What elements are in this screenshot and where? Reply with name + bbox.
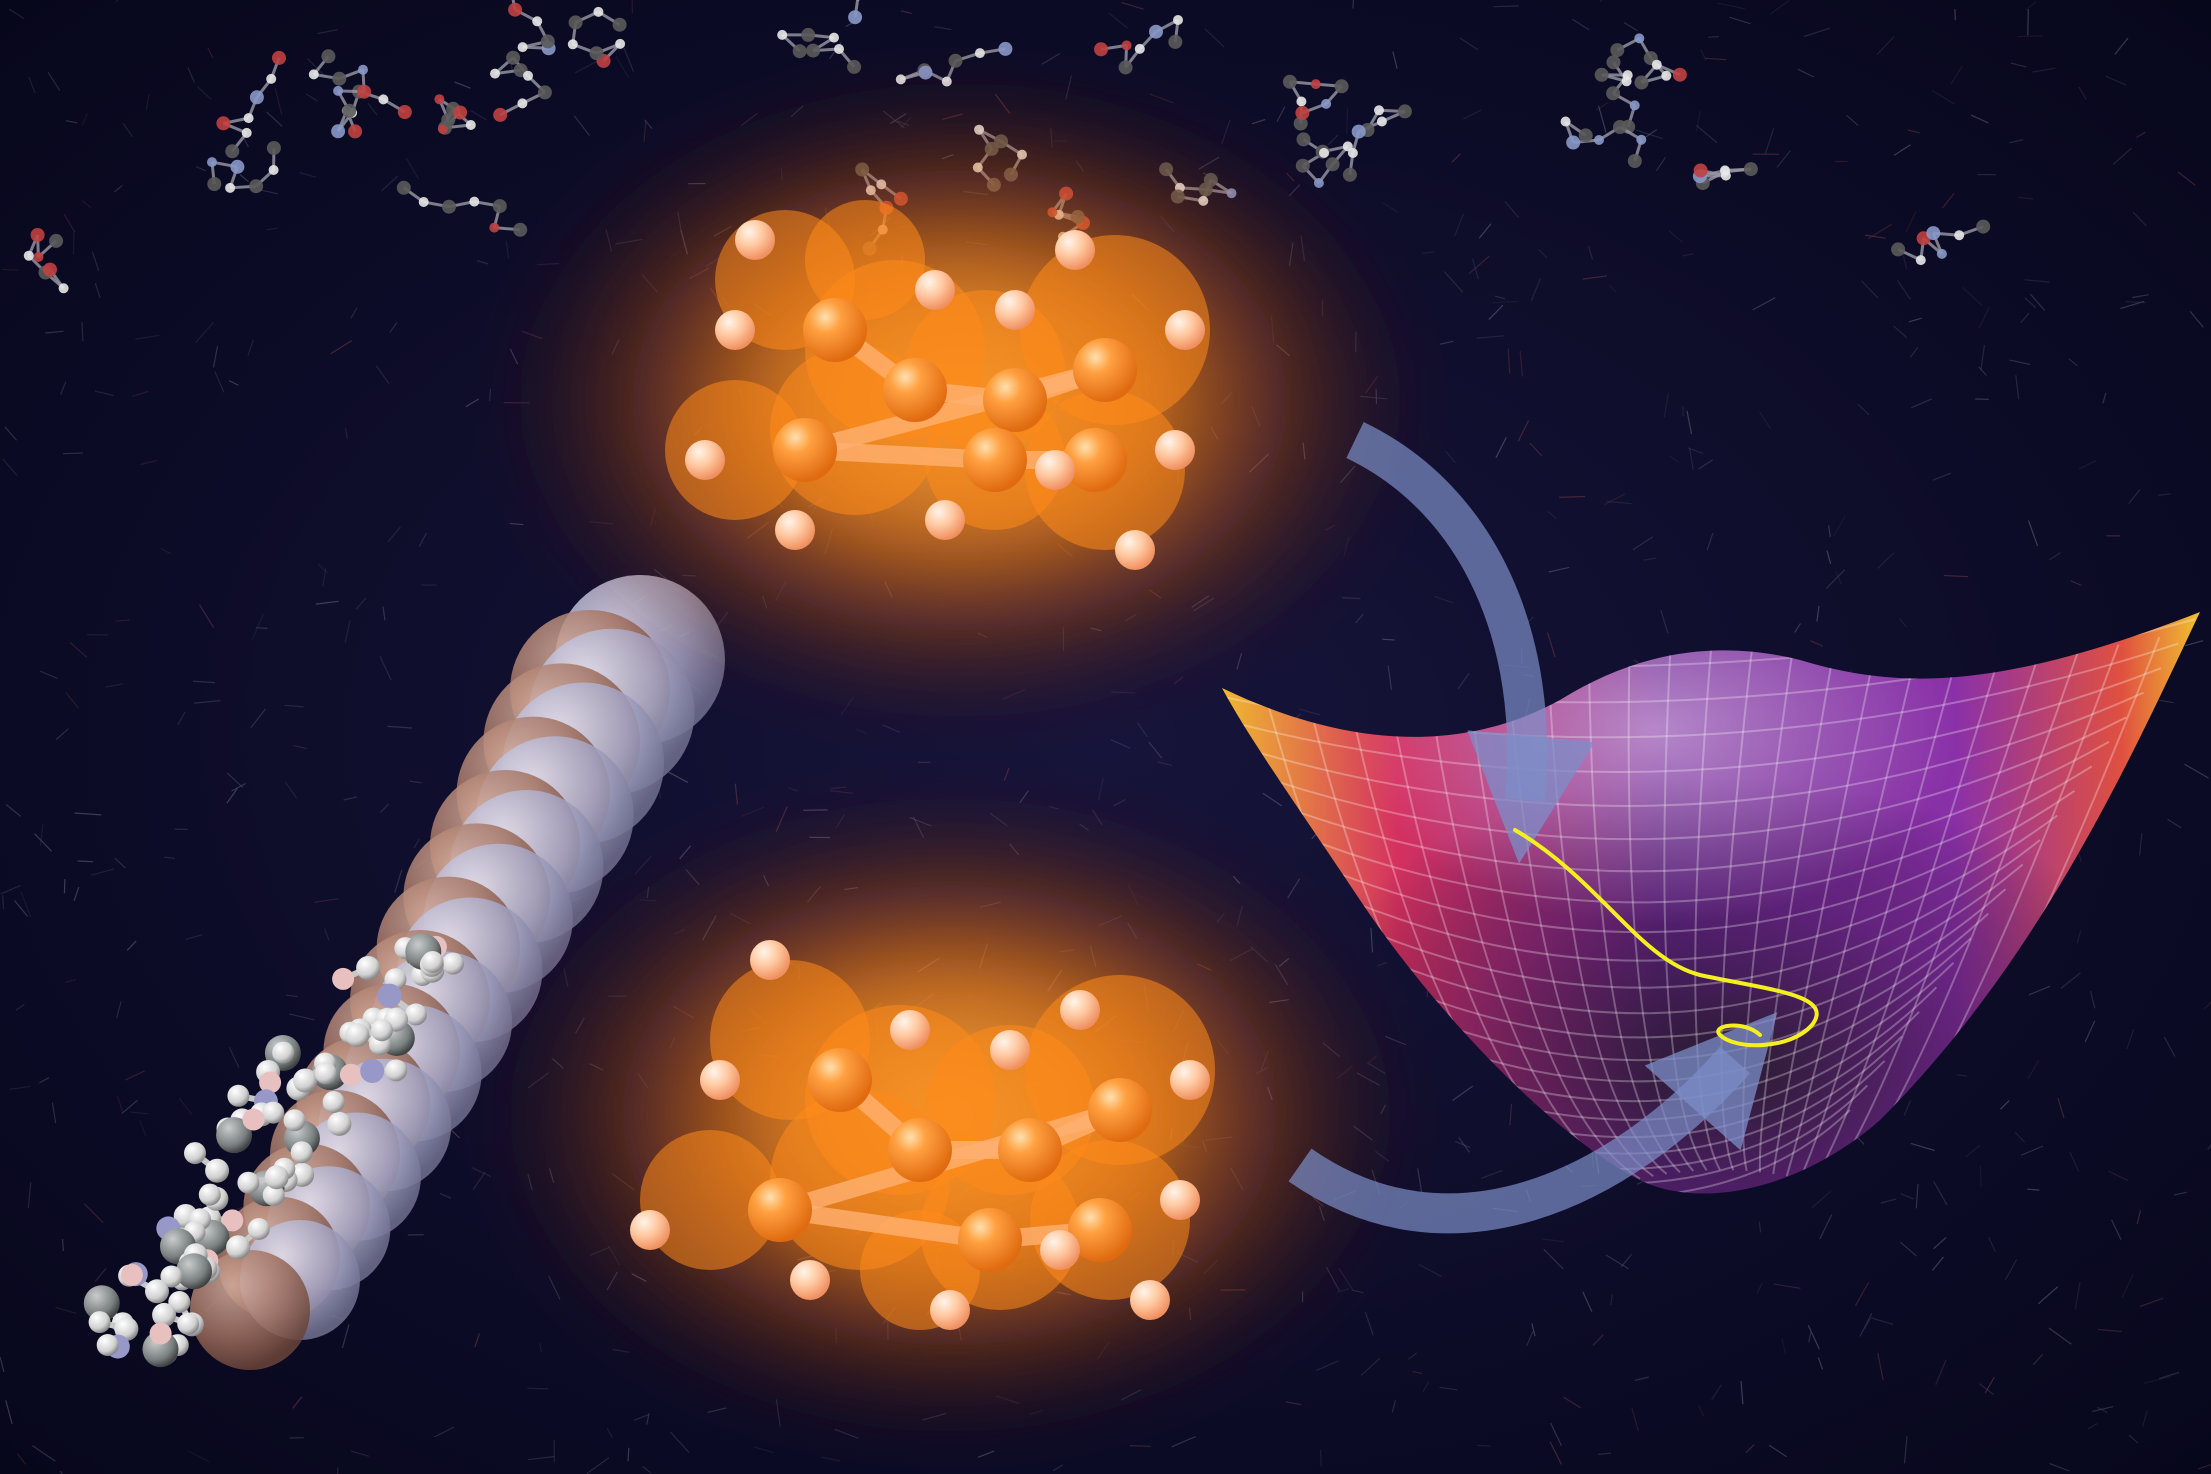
trajectory-path <box>1513 828 1819 1048</box>
polymer-chain-left <box>83 575 725 1370</box>
glowing-molecule-bottom <box>480 785 1420 1445</box>
glowing-molecule-top <box>490 70 1430 730</box>
background-ball-and-stick-molecules <box>23 0 1991 294</box>
curved-arrow-top <box>1346 421 1595 864</box>
curved-arrow-bottom <box>1288 1012 1778 1234</box>
